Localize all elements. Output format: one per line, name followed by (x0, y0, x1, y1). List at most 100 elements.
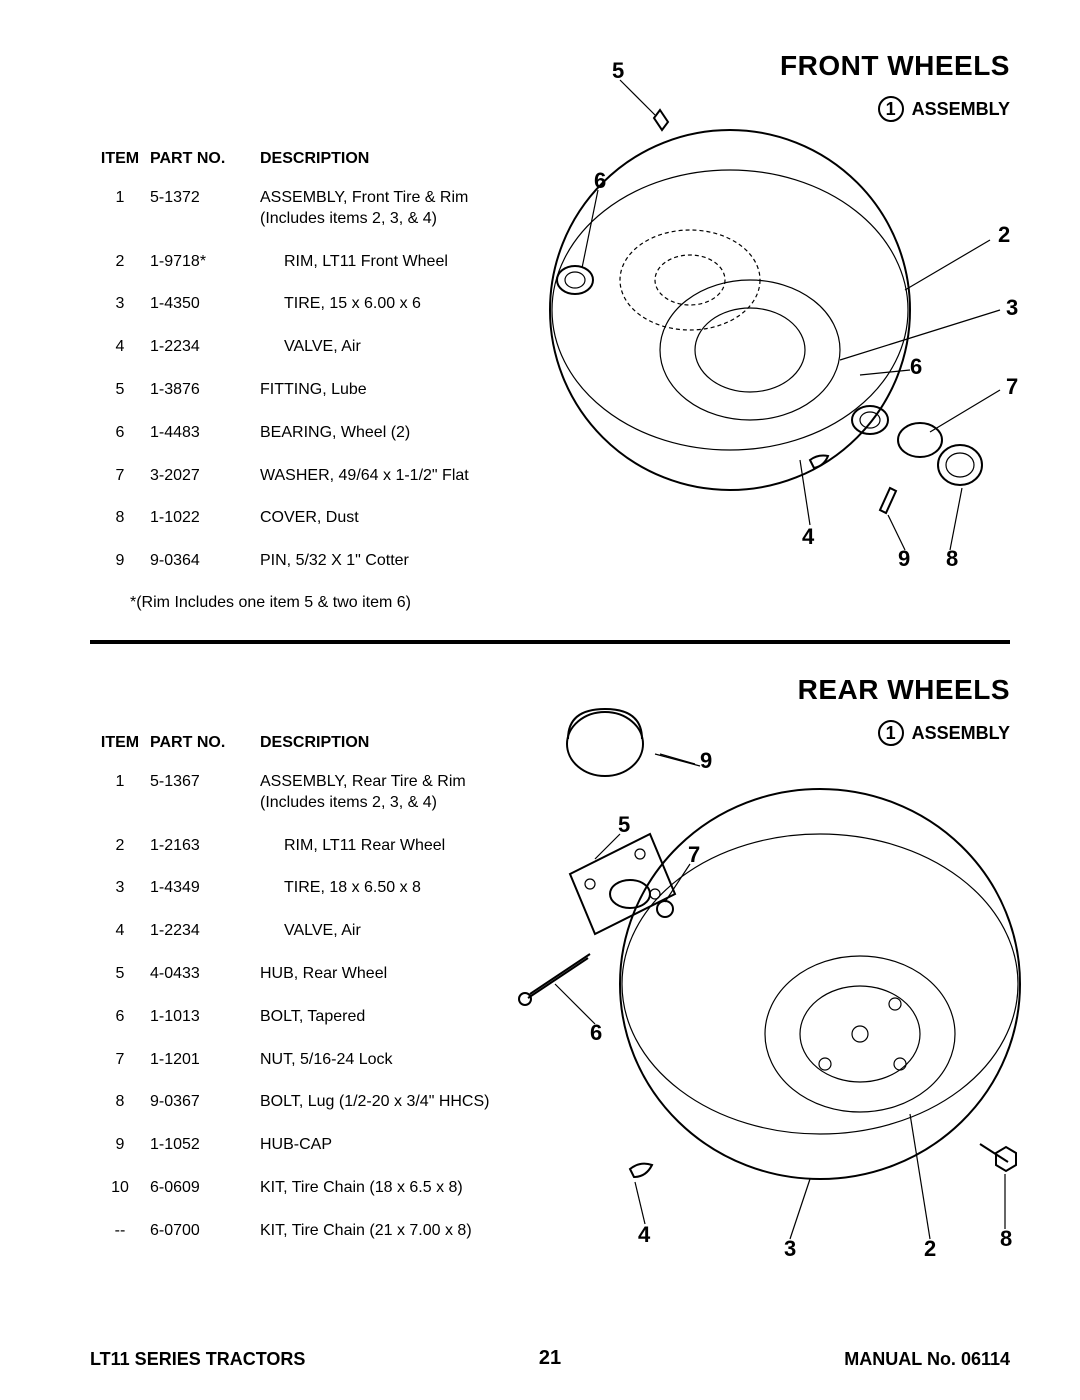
cell-part: 1-4350 (150, 294, 260, 315)
cell-desc: BOLT, Lug (1/2-20 x 3/4" HHCS) (260, 1092, 520, 1113)
table-row: 61-1013BOLT, Tapered (90, 1007, 520, 1028)
cell-desc: HUB, Rear Wheel (260, 964, 520, 985)
cell-desc: RIM, LT11 Front Wheel (260, 252, 510, 273)
cell-item: 5 (90, 380, 150, 401)
cell-part: 3-2027 (150, 466, 260, 487)
front-wheel-diagram: 5 6 2 3 6 7 4 9 8 (510, 60, 1030, 580)
svg-text:3: 3 (784, 1236, 796, 1261)
header-desc: DESCRIPTION (260, 734, 520, 752)
table-row: 15-1372ASSEMBLY, Front Tire & Rim(Includ… (90, 188, 510, 230)
table-row: 106-0609KIT, Tire Chain (18 x 6.5 x 8) (90, 1178, 520, 1199)
svg-text:8: 8 (946, 546, 958, 571)
cell-part: 1-1013 (150, 1007, 260, 1028)
table-row: 99-0364PIN, 5/32 X 1" Cotter (90, 551, 510, 572)
cell-item: 8 (90, 1092, 150, 1113)
cell-item: 6 (90, 423, 150, 444)
cell-item: 8 (90, 508, 150, 529)
page-footer: LT11 SERIES TRACTORS 21 MANUAL No. 06114 (90, 1349, 1010, 1370)
cell-item: 1 (90, 188, 150, 230)
svg-text:7: 7 (1006, 374, 1018, 399)
table-row: 89-0367BOLT, Lug (1/2-20 x 3/4" HHCS) (90, 1092, 520, 1113)
cell-part: 1-2234 (150, 337, 260, 358)
cell-part: 1-4483 (150, 423, 260, 444)
header-part: PART NO. (150, 150, 260, 168)
table-row: 41-2234VALVE, Air (90, 921, 520, 942)
svg-text:4: 4 (638, 1222, 651, 1247)
header-desc: DESCRIPTION (260, 150, 510, 168)
cell-item: 7 (90, 466, 150, 487)
cell-item: 9 (90, 551, 150, 572)
svg-text:8: 8 (1000, 1226, 1012, 1251)
cell-desc: VALVE, Air (260, 337, 510, 358)
cell-desc: ASSEMBLY, Rear Tire & Rim(Includes items… (260, 772, 520, 814)
footer-right: MANUAL No. 06114 (844, 1349, 1010, 1370)
svg-text:5: 5 (612, 60, 624, 83)
svg-text:7: 7 (688, 842, 700, 867)
cell-desc: KIT, Tire Chain (21 x 7.00 x 8) (260, 1221, 520, 1242)
cell-item: -- (90, 1221, 150, 1242)
cell-item: 4 (90, 337, 150, 358)
cell-item: 3 (90, 294, 150, 315)
table-row: 21-2163RIM, LT11 Rear Wheel (90, 836, 520, 857)
svg-text:4: 4 (802, 524, 815, 549)
header-item: ITEM (90, 734, 150, 752)
section-divider (90, 640, 1010, 644)
header-part: PART NO. (150, 734, 260, 752)
cell-desc: NUT, 5/16-24 Lock (260, 1050, 520, 1071)
cell-part: 9-0364 (150, 551, 260, 572)
cell-part: 1-2163 (150, 836, 260, 857)
cell-part: 1-1022 (150, 508, 260, 529)
cell-part: 1-4349 (150, 878, 260, 899)
svg-text:6: 6 (594, 168, 606, 193)
table-row: 41-2234VALVE, Air (90, 337, 510, 358)
cell-item: 5 (90, 964, 150, 985)
cell-item: 2 (90, 252, 150, 273)
svg-text:3: 3 (1006, 295, 1018, 320)
cell-desc: PIN, 5/32 X 1" Cotter (260, 551, 510, 572)
table-header-row: ITEM PART NO. DESCRIPTION (90, 150, 510, 168)
cell-desc: KIT, Tire Chain (18 x 6.5 x 8) (260, 1178, 520, 1199)
footer-left: LT11 SERIES TRACTORS (90, 1349, 305, 1370)
cell-part: 6-0700 (150, 1221, 260, 1242)
cell-desc: COVER, Dust (260, 508, 510, 529)
cell-part: 5-1372 (150, 188, 260, 230)
svg-text:2: 2 (998, 222, 1010, 247)
table-row: 21-9718*RIM, LT11 Front Wheel (90, 252, 510, 273)
cell-desc: ASSEMBLY, Front Tire & Rim(Includes item… (260, 188, 510, 230)
front-wheels-section: FRONT WHEELS 1 ASSEMBLY ITEM PART NO. DE… (90, 50, 1010, 630)
cell-desc: TIRE, 15 x 6.00 x 6 (260, 294, 510, 315)
svg-text:5: 5 (618, 812, 630, 837)
table-row: 31-4349TIRE, 18 x 6.50 x 8 (90, 878, 520, 899)
cell-part: 1-9718* (150, 252, 260, 273)
table-row: 51-3876FITTING, Lube (90, 380, 510, 401)
svg-text:6: 6 (910, 354, 922, 379)
cell-item: 7 (90, 1050, 150, 1071)
cell-item: 10 (90, 1178, 150, 1199)
cell-part: 1-3876 (150, 380, 260, 401)
rear-wheels-section: REAR WHEELS 1 ASSEMBLY ITEM PART NO. DES… (90, 664, 1010, 1284)
cell-part: 1-1052 (150, 1135, 260, 1156)
page-number: 21 (539, 1347, 561, 1370)
cell-part: 5-1367 (150, 772, 260, 814)
front-footnote: *(Rim Includes one item 5 & two item 6) (130, 594, 510, 612)
svg-text:9: 9 (898, 546, 910, 571)
cell-item: 1 (90, 772, 150, 814)
table-row: 61-4483BEARING, Wheel (2) (90, 423, 510, 444)
cell-part: 6-0609 (150, 1178, 260, 1199)
rear-parts-table: ITEM PART NO. DESCRIPTION 15-1367ASSEMBL… (90, 734, 520, 1264)
cell-desc: FITTING, Lube (260, 380, 510, 401)
table-row: 73-2027WASHER, 49/64 x 1-1/2" Flat (90, 466, 510, 487)
front-parts-table: ITEM PART NO. DESCRIPTION 15-1372ASSEMBL… (90, 150, 510, 612)
cell-desc: VALVE, Air (260, 921, 520, 942)
cell-item: 9 (90, 1135, 150, 1156)
table-row: --6-0700KIT, Tire Chain (21 x 7.00 x 8) (90, 1221, 520, 1242)
cell-part: 4-0433 (150, 964, 260, 985)
table-row: 54-0433HUB, Rear Wheel (90, 964, 520, 985)
cell-desc: HUB-CAP (260, 1135, 520, 1156)
cell-item: 4 (90, 921, 150, 942)
cell-desc: WASHER, 49/64 x 1-1/2" Flat (260, 466, 510, 487)
table-row: 31-4350TIRE, 15 x 6.00 x 6 (90, 294, 510, 315)
cell-part: 1-2234 (150, 921, 260, 942)
cell-desc: TIRE, 18 x 6.50 x 8 (260, 878, 520, 899)
cell-desc: BOLT, Tapered (260, 1007, 520, 1028)
